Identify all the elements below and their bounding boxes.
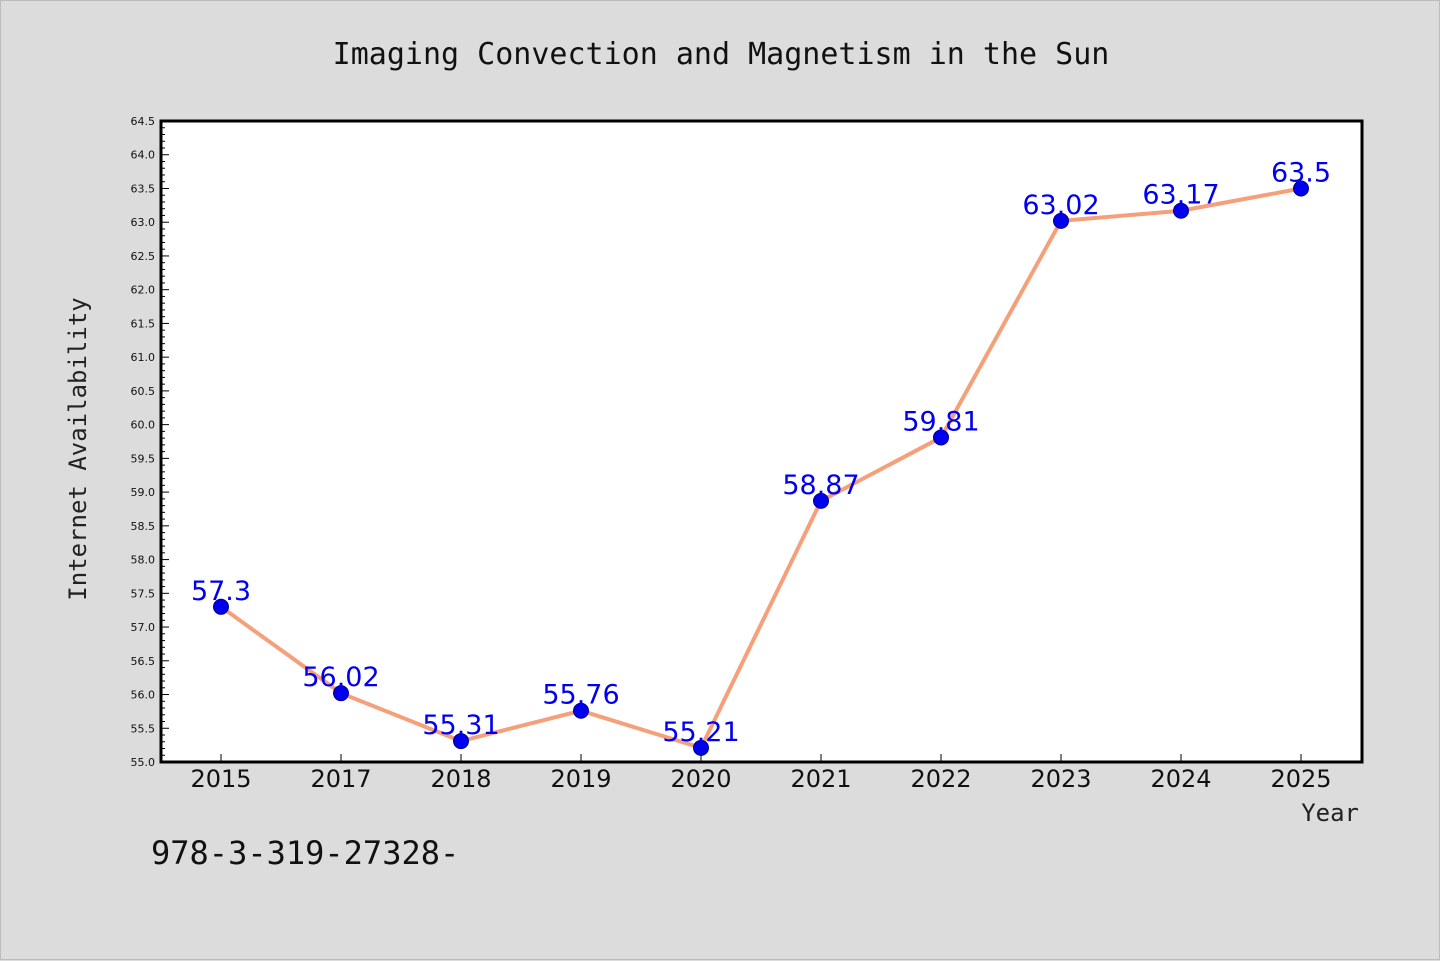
- x-tick-label: 2020: [670, 765, 731, 793]
- data-label: 63.02: [1022, 190, 1099, 221]
- x-tick-label: 2023: [1030, 765, 1091, 793]
- y-tick-label: 59.5: [131, 452, 156, 465]
- data-label: 63.5: [1271, 157, 1331, 188]
- y-tick-label: 55.0: [131, 756, 156, 769]
- x-tick-label: 2017: [310, 765, 371, 793]
- y-tick-label: 57.0: [131, 621, 156, 634]
- x-tick-label: 2024: [1150, 765, 1211, 793]
- plot-area: [161, 121, 1362, 762]
- data-point: [813, 492, 829, 509]
- data-label: 55.31: [422, 710, 499, 741]
- y-tick-label: 56.5: [131, 655, 156, 668]
- y-tick-label: 59.0: [131, 486, 156, 499]
- data-point: [213, 598, 229, 615]
- y-axis-ticks: 55.0 55.5 56.0 56.5 57.0 57.5 58.0 58.5 59.0 59.5…: [131, 115, 169, 769]
- data-point: [1173, 202, 1189, 219]
- y-tick-label: 60.5: [131, 385, 156, 398]
- data-point: [933, 429, 949, 446]
- x-tick-label: 2022: [910, 765, 971, 793]
- chart-title: Imaging Convection and Magnetism in the …: [333, 37, 1110, 72]
- data-point: [693, 739, 709, 756]
- data-point: [453, 733, 469, 750]
- data-point: [1293, 180, 1309, 197]
- y-tick-label: 64.0: [131, 149, 156, 162]
- x-tick-label: 2025: [1270, 765, 1331, 793]
- data-label: 63.17: [1142, 180, 1219, 211]
- data-point: [573, 702, 589, 719]
- x-tick-label: 2018: [430, 765, 491, 793]
- series-line: [219, 186, 1302, 750]
- y-tick-label: 61.5: [131, 317, 156, 330]
- series-layer: 57.3 56.02 55.31 55.76 55.21 58.87 59.81 63.02 6…: [191, 157, 1331, 756]
- y-tick-label: 63.5: [131, 182, 156, 195]
- y-tick-label: 56.0: [131, 689, 156, 702]
- data-label: 59.81: [902, 406, 979, 437]
- y-tick-label: 57.5: [131, 587, 156, 600]
- y-tick-label: 64.5: [131, 115, 156, 128]
- y-tick-label: 62.5: [131, 250, 156, 263]
- y-tick-label: 61.0: [131, 351, 156, 364]
- data-label: 58.87: [782, 470, 859, 501]
- y-axis-label: Internet Availability: [64, 297, 92, 600]
- data-point: [333, 685, 349, 702]
- y-tick-label: 55.5: [131, 722, 156, 735]
- data-label: 55.21: [662, 717, 739, 748]
- x-axis-label: Year: [1301, 799, 1359, 827]
- y-tick-label: 63.0: [131, 216, 156, 229]
- x-tick-label: 2019: [550, 765, 611, 793]
- data-label: 56.02: [302, 662, 379, 693]
- data-point: [1053, 212, 1069, 229]
- footnote: 978-3-319-27328-: [151, 834, 459, 872]
- x-axis-ticks: 2015 2017 2018 2019 2020 2021 2022 2023 2024 2025: [190, 754, 1332, 793]
- y-tick-label: 60.0: [131, 419, 156, 432]
- y-tick-label: 58.0: [131, 554, 156, 567]
- data-label: 55.76: [542, 680, 619, 711]
- y-tick-label: 62.0: [131, 284, 156, 297]
- x-tick-label: 2021: [790, 765, 851, 793]
- y-tick-label: 58.5: [131, 520, 156, 533]
- plot-frame: [159, 119, 1364, 764]
- x-tick-label: 2015: [190, 765, 251, 793]
- data-label: 57.3: [191, 576, 251, 607]
